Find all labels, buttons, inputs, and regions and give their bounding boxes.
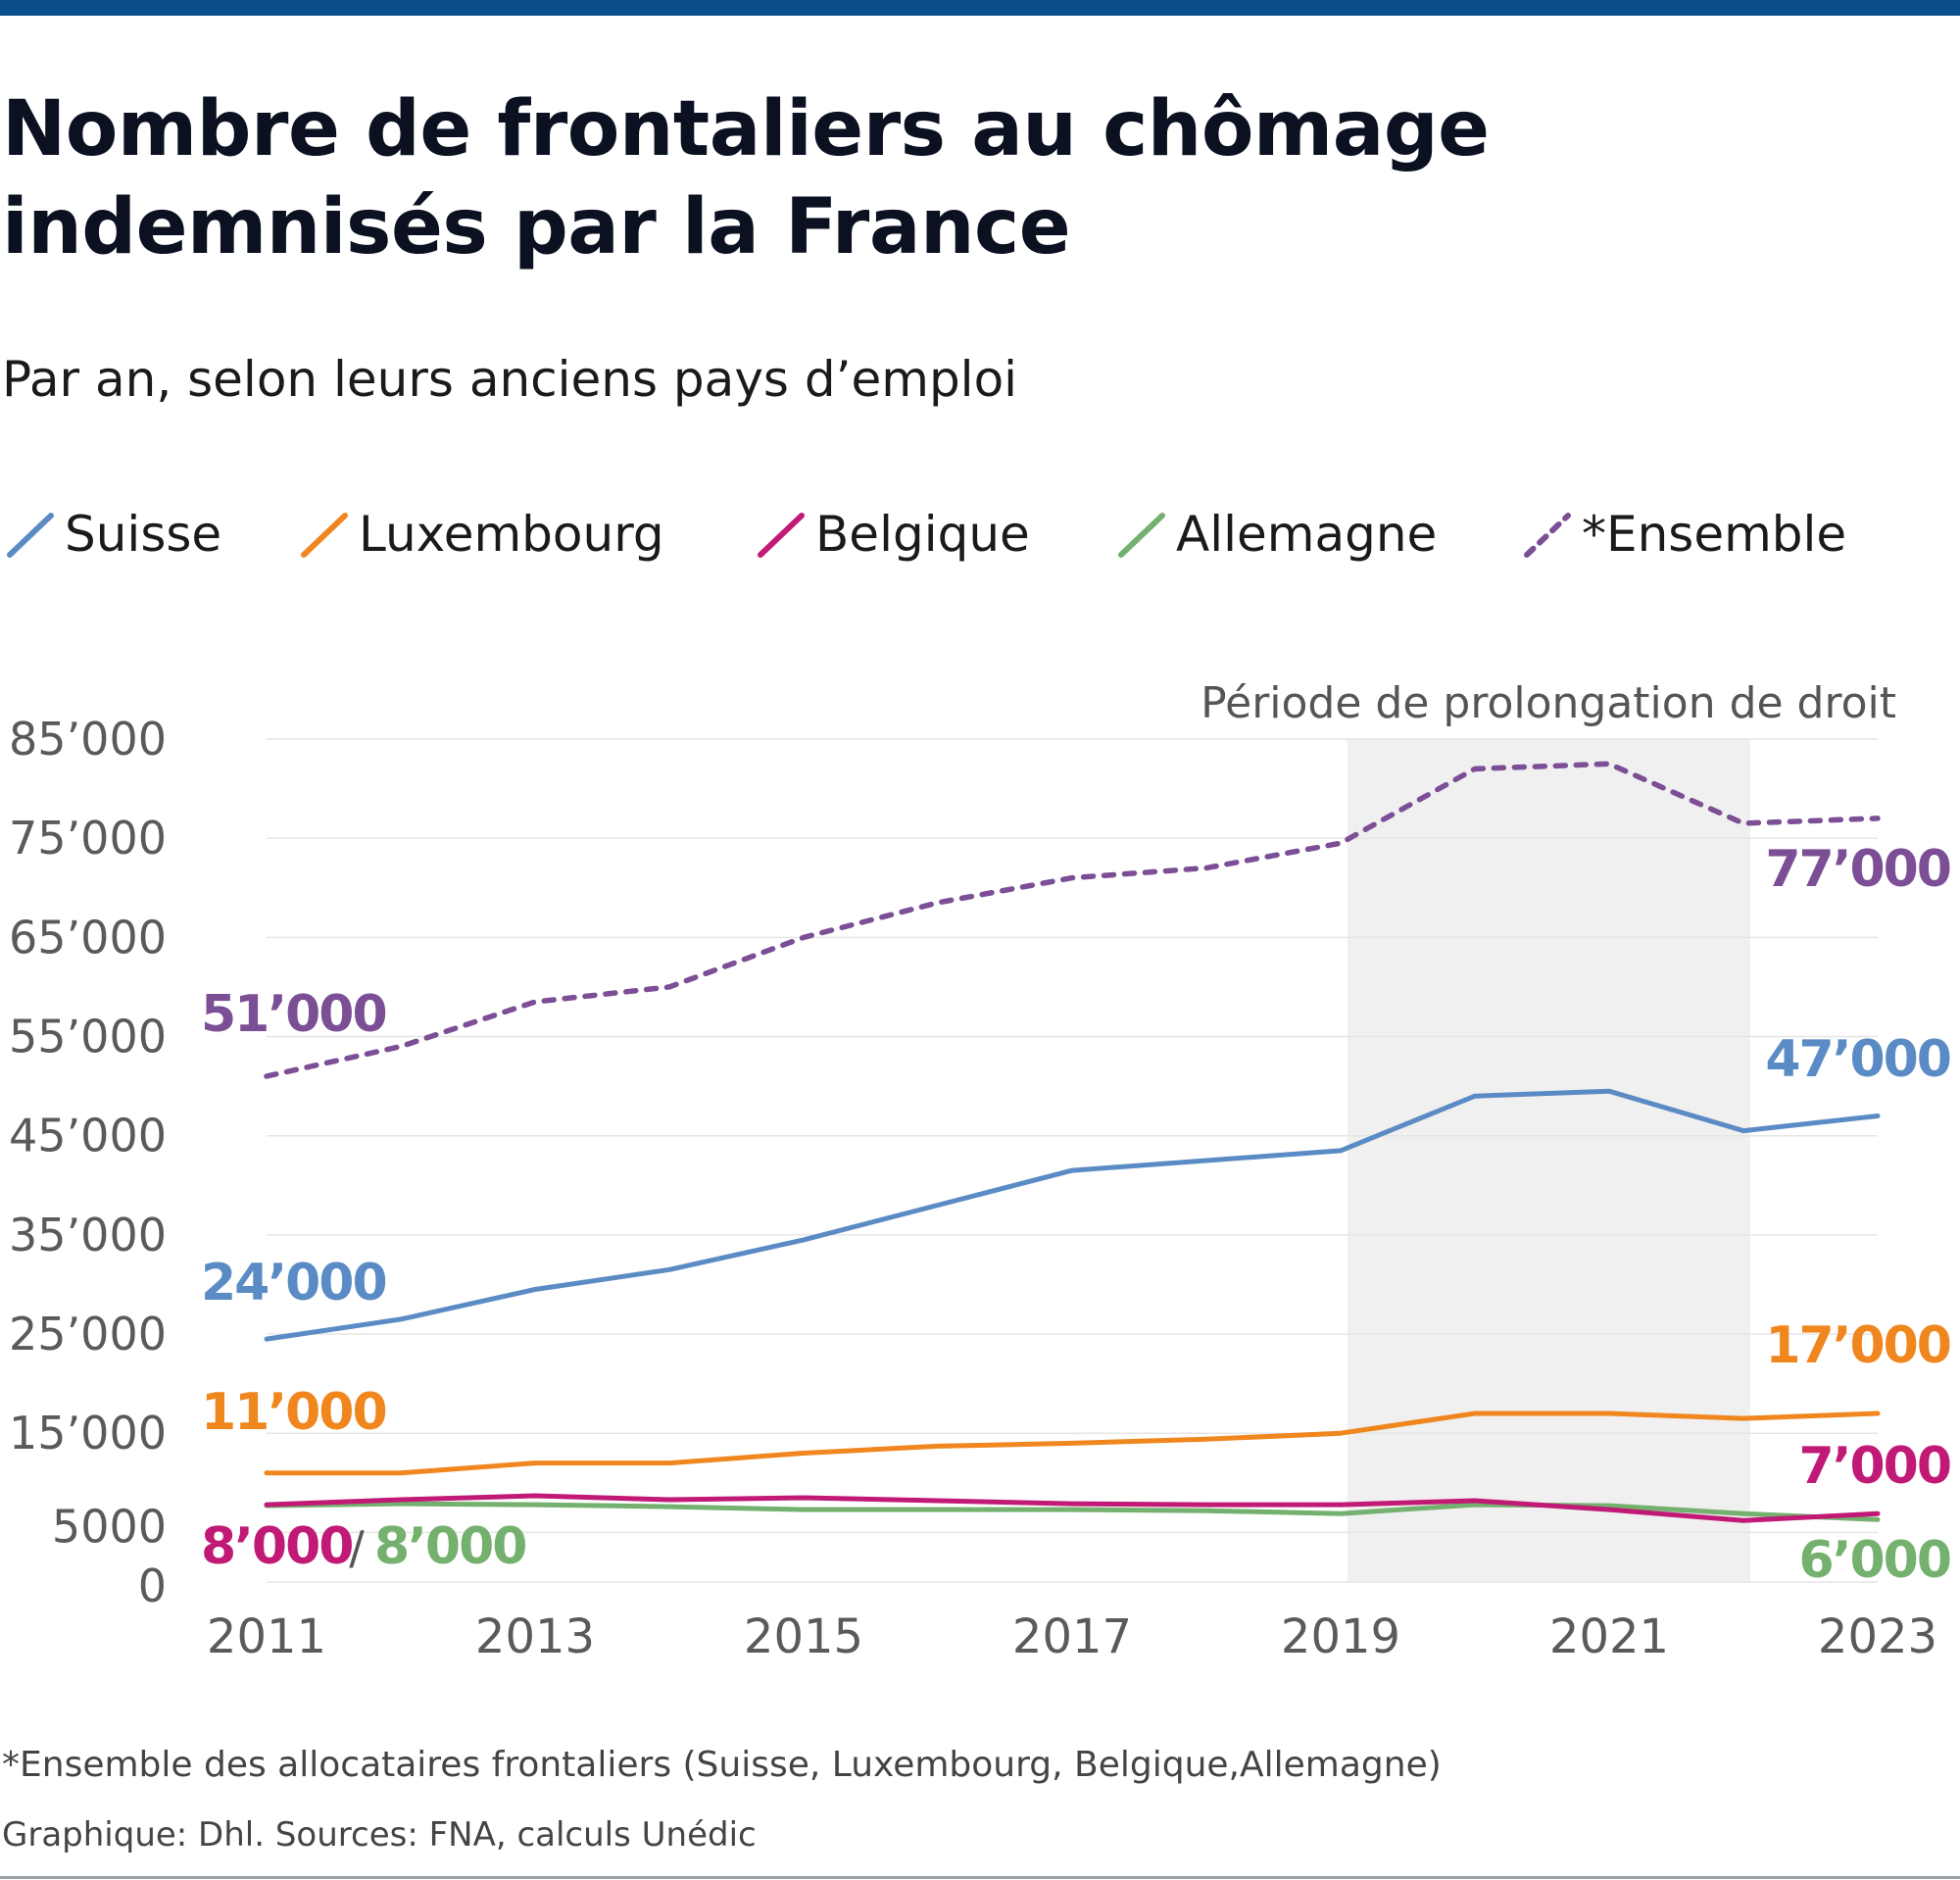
legend-item-ensemble: *Ensemble — [1523, 500, 1846, 569]
end-value-label-ensemble: 77’000 — [1765, 840, 1950, 899]
line-chart: Période de prolongation de droit 0 5000 15’… — [9, 678, 1952, 1664]
y-tick-label: 25’000 — [9, 1308, 167, 1361]
series-line-luxembourg — [264, 1410, 1881, 1476]
shaded-period-label: Période de prolongation de droit — [1200, 678, 1896, 728]
legend-label-suisse: Suisse — [65, 506, 222, 563]
start-value-label-suisse: 24’000 — [201, 1254, 386, 1312]
legend-label-luxembourg: Luxembourg — [359, 506, 664, 563]
series-line-belgique — [264, 1493, 1881, 1523]
end-value-label-belgique: 7’000 — [1799, 1437, 1950, 1496]
end-value-label-luxembourg: 17’000 — [1765, 1316, 1950, 1375]
end-value-label-allemagne: 6’000 — [1799, 1531, 1950, 1590]
y-tick-label: 5000 — [52, 1500, 167, 1553]
x-tick-label: 2021 — [1549, 1609, 1669, 1664]
x-tick-label: 2011 — [207, 1609, 326, 1664]
legend-item-luxembourg: Luxembourg — [300, 500, 664, 569]
source-credit: Graphique: Dhl. Sources: FNA, calculs Un… — [2, 1815, 757, 1855]
start-value-label-ensemble: 51’000 — [201, 985, 386, 1044]
legend-swatch-allemagne — [1118, 513, 1165, 558]
legend-swatch-luxembourg — [301, 513, 348, 558]
bottom-rule — [0, 1876, 1960, 1879]
series-line-allemagne — [264, 1501, 1881, 1522]
chart-title: Nombre de frontaliers au chômage indemni… — [2, 85, 1490, 272]
chart-subtitle: Par an, selon leurs anciens pays d’emplo… — [2, 351, 1018, 408]
y-tick-label: 35’000 — [9, 1209, 167, 1262]
footnote: *Ensemble des allocataires frontaliers (… — [2, 1745, 1442, 1785]
y-tick-label: 85’000 — [9, 713, 167, 766]
y-tick-label: 0 — [138, 1559, 167, 1612]
x-tick-label: 2023 — [1818, 1609, 1937, 1664]
y-tick-label: 55’000 — [9, 1011, 167, 1064]
legend-label-allemagne: Allemagne — [1176, 506, 1438, 563]
x-tick-label: 2013 — [475, 1609, 595, 1664]
legend-swatch-suisse — [7, 513, 54, 558]
legend-swatch-belgique — [758, 513, 805, 558]
start-value-label-luxembourg: 11’000 — [201, 1383, 386, 1442]
y-tick-label: 15’000 — [9, 1407, 167, 1459]
y-tick-label: 65’000 — [9, 911, 167, 964]
legend-label-ensemble: *Ensemble — [1582, 506, 1847, 563]
start-value-label-allemagne: 8’000 — [374, 1517, 525, 1576]
series-line-ensemble — [264, 761, 1881, 1079]
top-accent-bar — [0, 0, 1960, 16]
x-tick-label: 2019 — [1281, 1609, 1400, 1664]
x-tick-label: 2017 — [1012, 1609, 1132, 1664]
legend-item-allemagne: Allemagne — [1117, 500, 1437, 569]
legend: Suisse Luxembourg Belgique Allemagne *En… — [6, 500, 1956, 569]
y-tick-label: 45’000 — [9, 1110, 167, 1163]
legend-label-belgique: Belgique — [815, 506, 1030, 563]
start-label-separator: / — [349, 1521, 365, 1574]
shaded-period-band — [1347, 739, 1750, 1582]
end-value-label-suisse: 47’000 — [1765, 1030, 1950, 1089]
x-tick-label: 2015 — [744, 1609, 863, 1664]
legend-item-suisse: Suisse — [6, 500, 221, 569]
legend-item-belgique: Belgique — [757, 500, 1030, 569]
series-line-suisse — [264, 1088, 1881, 1342]
legend-swatch-ensemble — [1524, 513, 1571, 558]
y-tick-label: 75’000 — [9, 812, 167, 865]
start-value-label-belgique: 8’000 — [201, 1517, 352, 1576]
